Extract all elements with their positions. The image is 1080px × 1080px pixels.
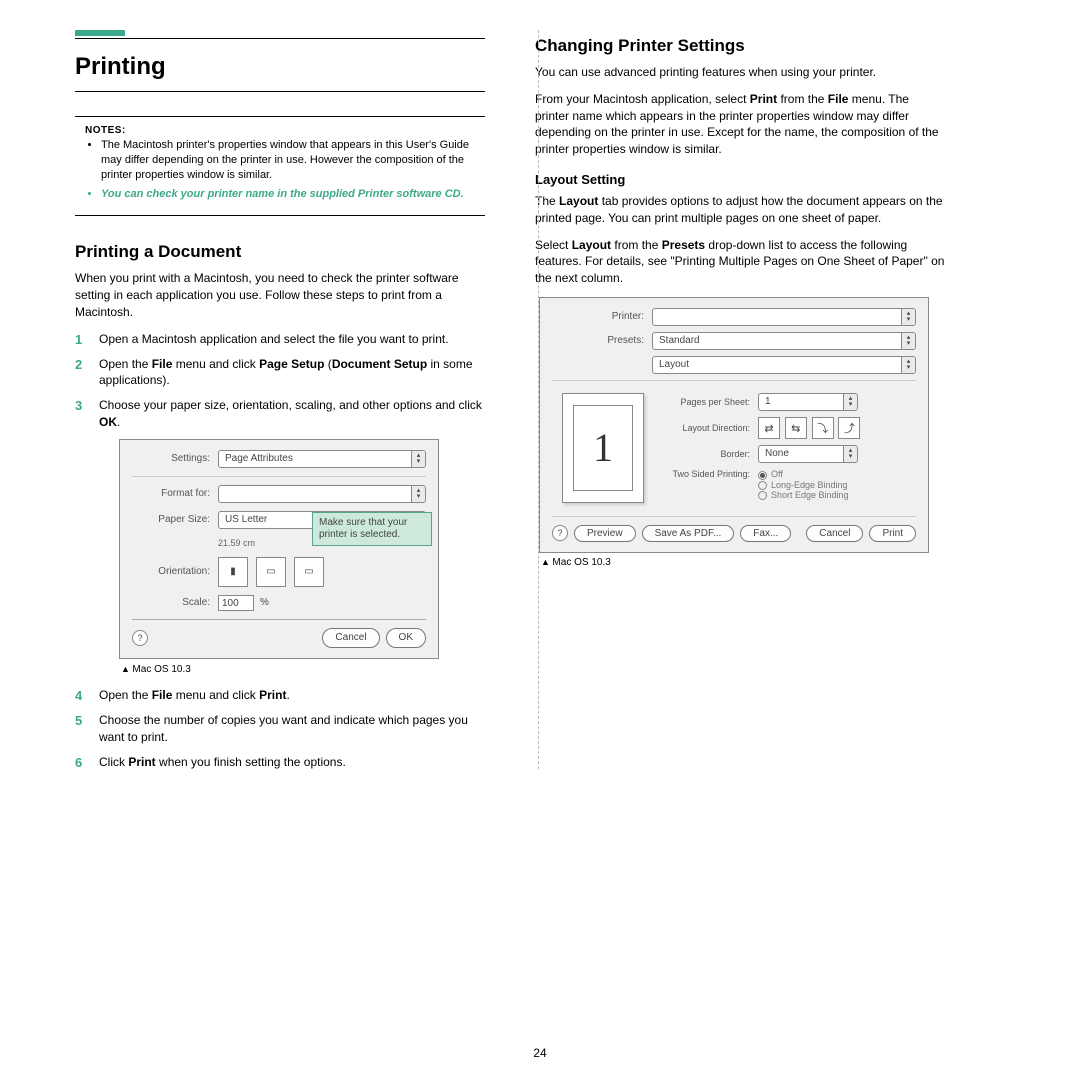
layout-direction-button[interactable]: ⤴ <box>838 417 860 439</box>
dropdown-arrows-icon: ▴▾ <box>843 394 857 410</box>
steps-list: Open a Macintosh application and select … <box>75 331 485 771</box>
step-item: Click Print when you finish setting the … <box>75 754 485 771</box>
print-dialog: Printer: ▴▾ Presets: Standard▴▾ Layout▴▾… <box>539 297 929 553</box>
format-dropdown[interactable]: ▴▾ <box>218 485 426 503</box>
figure-caption: Mac OS 10.3 <box>541 557 945 568</box>
step-item: Open the File menu and click Print. <box>75 687 485 704</box>
printer-dropdown[interactable]: ▴▾ <box>652 308 916 326</box>
printer-label: Printer: <box>552 311 652 322</box>
body-para: Select Layout from the Presets drop-down… <box>535 237 945 287</box>
pane-dropdown[interactable]: Layout▴▾ <box>652 356 916 374</box>
paper-dim: 21.59 cm <box>218 537 255 550</box>
preview-button[interactable]: Preview <box>574 525 636 542</box>
figure-caption: Mac OS 10.3 <box>121 663 485 677</box>
presets-label: Presets: <box>552 335 652 346</box>
notes-box: NOTES: The Macintosh printer's propertie… <box>75 116 485 216</box>
step-item: Choose your paper size, orientation, sca… <box>75 397 485 677</box>
orientation-reverse-button[interactable]: ▭ <box>294 557 324 587</box>
left-column: Printing NOTES: The Macintosh printer's … <box>50 30 510 779</box>
orientation-portrait-button[interactable]: ▮ <box>218 557 248 587</box>
note-item-highlight: You can check your printer name in the s… <box>101 187 475 202</box>
notes-label: NOTES: <box>85 125 475 136</box>
body-para: From your Macintosh application, select … <box>535 91 945 158</box>
scale-pct: % <box>260 596 269 610</box>
help-button[interactable]: ? <box>132 630 148 646</box>
off-radio[interactable]: Off <box>758 469 849 479</box>
layout-direction-button[interactable]: ⤵ <box>812 417 834 439</box>
subsection-title: Printing a Document <box>75 242 485 262</box>
accent-bar <box>75 30 125 36</box>
subsection-title: Changing Printer Settings <box>535 36 945 56</box>
presets-dropdown[interactable]: Standard▴▾ <box>652 332 916 350</box>
cancel-button[interactable]: Cancel <box>806 525 863 542</box>
dropdown-arrows-icon: ▴▾ <box>843 446 857 462</box>
print-button[interactable]: Print <box>869 525 916 542</box>
cancel-button[interactable]: Cancel <box>322 628 379 648</box>
dropdown-arrows-icon: ▴▾ <box>901 309 915 325</box>
right-column: Changing Printer Settings You can use ad… <box>510 30 970 779</box>
fax-button[interactable]: Fax... <box>740 525 791 542</box>
minor-title: Layout Setting <box>535 172 945 187</box>
ok-button[interactable]: OK <box>386 628 426 648</box>
note-item: The Macintosh printer's properties windo… <box>101 138 475 183</box>
layout-direction-button[interactable]: ⇆ <box>785 417 807 439</box>
section-title: Printing <box>75 53 485 81</box>
orientation-landscape-button[interactable]: ▭ <box>256 557 286 587</box>
orientation-label: Orientation: <box>132 565 218 579</box>
settings-label: Settings: <box>132 452 218 466</box>
save-pdf-button[interactable]: Save As PDF... <box>642 525 735 542</box>
paper-size-label: Paper Size: <box>132 513 218 527</box>
body-para: The Layout tab provides options to adjus… <box>535 193 945 227</box>
callout-tooltip: Make sure that your printer is selected. <box>312 512 432 546</box>
dropdown-arrows-icon: ▴▾ <box>411 451 425 467</box>
border-dropdown[interactable]: None▴▾ <box>758 445 858 463</box>
step-item: Open the File menu and click Page Setup … <box>75 356 485 390</box>
dropdown-arrows-icon: ▴▾ <box>901 357 915 373</box>
page-number: 24 <box>0 1046 1080 1060</box>
long-edge-radio[interactable]: Long-Edge Binding <box>758 480 849 490</box>
pps-dropdown[interactable]: 1▴▾ <box>758 393 858 411</box>
direction-label: Layout Direction: <box>658 423 758 433</box>
step-item: Choose the number of copies you want and… <box>75 712 485 746</box>
layout-direction-button[interactable]: ⇄ <box>758 417 780 439</box>
border-label: Border: <box>658 449 758 459</box>
page-preview: 1 <box>562 393 644 503</box>
page-preview-glyph: 1 <box>573 405 633 491</box>
intro-para: When you print with a Macintosh, you nee… <box>75 270 485 320</box>
scale-input[interactable]: 100 <box>218 595 254 611</box>
step-item: Open a Macintosh application and select … <box>75 331 485 348</box>
short-edge-radio[interactable]: Short Edge Binding <box>758 490 849 500</box>
help-button[interactable]: ? <box>552 525 568 541</box>
twosided-label: Two Sided Printing: <box>658 469 758 479</box>
scale-label: Scale: <box>132 596 218 610</box>
page-setup-dialog: Settings: Page Attributes▴▾ Format for: … <box>119 439 439 660</box>
body-para: You can use advanced printing features w… <box>535 64 945 81</box>
rule <box>75 38 485 39</box>
settings-dropdown[interactable]: Page Attributes▴▾ <box>218 450 426 468</box>
format-label: Format for: <box>132 487 218 501</box>
rule <box>75 91 485 92</box>
pps-label: Pages per Sheet: <box>658 397 758 407</box>
dropdown-arrows-icon: ▴▾ <box>901 333 915 349</box>
dropdown-arrows-icon: ▴▾ <box>411 486 425 502</box>
